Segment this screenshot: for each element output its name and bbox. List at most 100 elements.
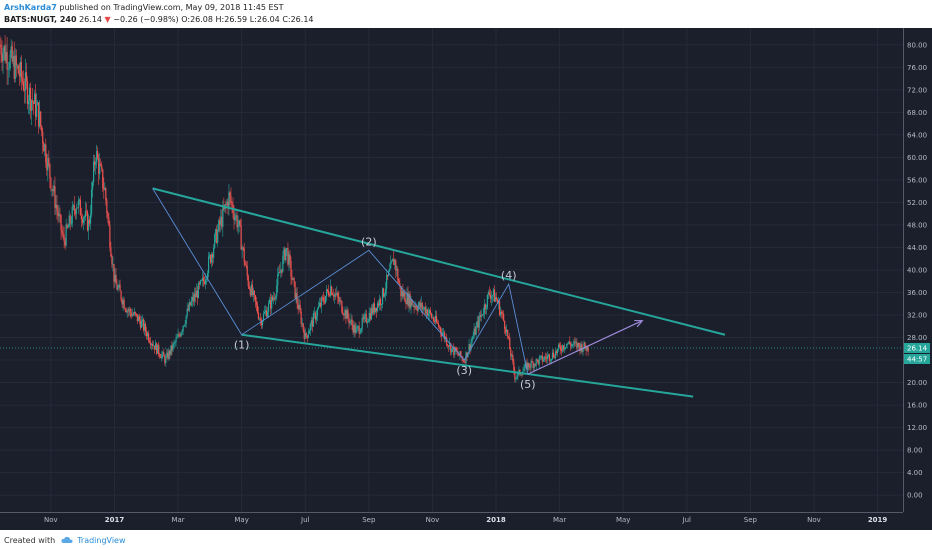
candle-body	[41, 126, 43, 132]
candle-body	[307, 333, 309, 338]
candle-body	[188, 302, 190, 311]
candle-body	[213, 247, 215, 258]
candle-body	[304, 332, 306, 339]
candle-body	[356, 326, 358, 329]
candle-body	[177, 334, 179, 338]
candle-body	[361, 317, 363, 329]
price-tick-label: 28.00	[907, 334, 927, 342]
candle-body	[568, 341, 570, 344]
candle-body	[128, 308, 130, 311]
candle-body	[309, 324, 311, 331]
candle-body	[56, 204, 58, 211]
candle-body	[491, 295, 494, 297]
candle-body	[20, 61, 22, 78]
candle-body	[144, 323, 147, 332]
price-tick-label: 40.00	[907, 267, 927, 275]
candle-body	[248, 286, 250, 289]
candle-body	[536, 359, 538, 361]
candle-body	[55, 204, 57, 208]
candle-body	[469, 344, 471, 350]
candle-body	[172, 343, 174, 351]
tradingview-brand-link[interactable]: TradingView	[77, 535, 126, 545]
candle-body	[253, 290, 255, 296]
candle-body	[422, 308, 424, 310]
candle-body	[23, 89, 26, 91]
candle-body	[185, 315, 187, 324]
candle-body	[233, 213, 235, 221]
candle-body	[326, 289, 328, 297]
candle-body	[327, 289, 329, 291]
candle-body	[80, 215, 82, 220]
candle-body	[189, 302, 191, 306]
candle-body	[548, 354, 551, 361]
candle-body	[302, 323, 304, 331]
candle-body	[46, 162, 48, 171]
candle-body	[435, 315, 438, 323]
candle-body	[455, 347, 457, 352]
price-chart[interactable]: (1) (2) (3) (4) (5) 80.00 76.00 72.00 68.00 64.0…	[0, 28, 932, 530]
candle-body	[554, 351, 557, 359]
candle-body	[230, 195, 232, 203]
candle-body	[396, 268, 398, 271]
candle-body	[557, 344, 560, 349]
candle-body	[553, 357, 556, 359]
candle-body	[284, 248, 286, 261]
candle-body	[102, 169, 104, 189]
candle-body	[247, 276, 249, 287]
candle-body	[168, 350, 170, 359]
candle-body	[542, 359, 544, 362]
price-tick-label: 32.00	[907, 312, 927, 320]
candle-body	[463, 361, 465, 362]
price-tick-label: 56.00	[907, 176, 927, 184]
candle-body	[454, 347, 456, 355]
candle-body	[478, 315, 480, 328]
candle-body	[87, 219, 90, 231]
candle-body	[108, 217, 110, 226]
symbol-name[interactable]: BATS:NUGT, 240	[4, 15, 77, 24]
candle-body	[274, 298, 276, 299]
candle-body	[355, 328, 357, 334]
candle-body	[17, 65, 19, 74]
candle-body	[198, 283, 201, 285]
candle-body	[345, 309, 347, 319]
candle-body	[398, 280, 400, 284]
candle-body	[114, 274, 116, 282]
candle-body	[269, 299, 271, 304]
candle-body	[225, 204, 227, 206]
candle-body	[523, 368, 525, 371]
candle-body	[192, 297, 194, 302]
candle-body	[139, 320, 142, 328]
wave-label: (4)	[501, 269, 517, 282]
candle-body	[556, 348, 559, 354]
candle-body	[352, 324, 354, 333]
candle-body	[1, 54, 3, 62]
candle-body	[460, 351, 462, 357]
candle-body	[160, 356, 162, 359]
time-tick-label: Mar	[553, 516, 566, 524]
candle-body	[444, 332, 446, 340]
candle-body	[18, 73, 20, 77]
candle-body	[179, 335, 181, 337]
candle-body	[358, 326, 360, 334]
candle-body	[287, 248, 289, 265]
candle-body	[467, 352, 469, 358]
candle-body	[29, 87, 32, 111]
candle-body	[121, 299, 123, 305]
candle-body	[295, 293, 297, 299]
candle-body	[305, 332, 307, 336]
drawing-layer: (1) (2) (3) (4) (5)	[152, 187, 726, 398]
price-tick-label: 44.00	[907, 244, 927, 252]
candle-body	[578, 342, 580, 346]
candle-body	[48, 158, 50, 165]
candle-body	[322, 297, 325, 302]
candle-body	[373, 303, 376, 313]
candle-body	[257, 312, 260, 319]
candle-body	[306, 335, 308, 338]
author-link[interactable]: ArshKarda7	[4, 3, 57, 12]
candle-body	[312, 313, 314, 327]
candle-body	[563, 345, 565, 350]
candle-body	[31, 100, 34, 103]
candle-body	[501, 311, 503, 314]
candle-body	[482, 313, 484, 316]
candle-body	[521, 374, 523, 376]
